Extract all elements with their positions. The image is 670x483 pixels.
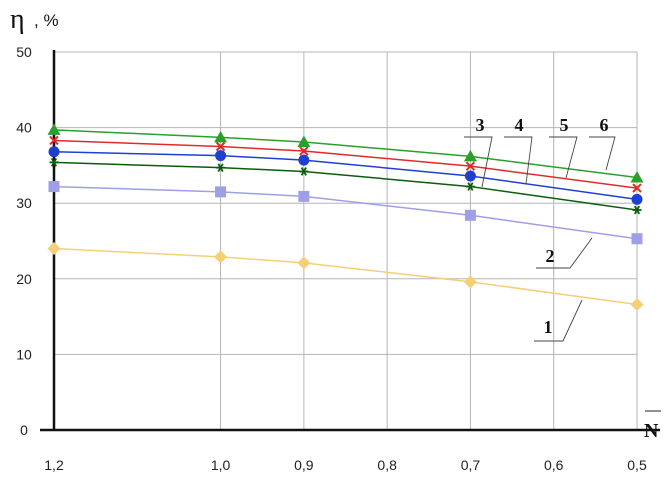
curve-label-5: 5 [560, 115, 569, 135]
curve-leader-6 [589, 136, 616, 171]
data-point-triangle [630, 170, 644, 183]
x-tick-label: 0,8 [377, 457, 397, 473]
grid [54, 51, 638, 430]
y-tick-label: 10 [16, 346, 32, 362]
curve-leader-4 [504, 136, 533, 185]
curve-leader-3 [464, 136, 493, 188]
data-point-circle [464, 170, 476, 182]
data-point-diamond [463, 275, 477, 289]
tick-labels: 0 10 20 30 40 50 1,2 1,0 0,9 0,8 0,7 0,6 0,5 [16, 44, 647, 473]
x-tick-label: 0,5 [627, 457, 647, 473]
data-point-diamond [47, 242, 61, 256]
data-point-triangle [47, 123, 61, 135]
data-point-circle [631, 193, 643, 205]
data-point-cross [49, 135, 59, 146]
cross-stroke [299, 146, 309, 156]
data-point-square [631, 233, 643, 245]
data-point-star [216, 163, 226, 173]
y-tick-label: 40 [16, 120, 32, 136]
curve-leader-1 [534, 299, 583, 342]
data-point-triangle [297, 135, 311, 147]
x-axis-title: N [644, 420, 659, 442]
data-point-square [464, 209, 476, 221]
star-stroke [467, 182, 474, 191]
curve-leader-5 [549, 136, 578, 179]
cross-stroke [465, 161, 476, 171]
cross-stroke [49, 135, 59, 146]
data-point-star [465, 182, 475, 191]
data-point-star [299, 167, 309, 176]
curve-label-2: 2 [546, 246, 555, 266]
y-axis-unit: , % [34, 11, 59, 30]
y-tick-label: 0 [20, 422, 28, 438]
data-point-star [49, 158, 59, 167]
curve-label-3: 3 [476, 115, 485, 135]
data-point-square [48, 181, 60, 193]
curve-label-1: 1 [544, 317, 553, 337]
curve-labels: 1 2 3 4 5 6 [464, 115, 616, 342]
data-point-cross [299, 146, 309, 156]
data-point-star [632, 205, 642, 215]
data-point-diamond [297, 256, 311, 270]
data-point-cross [465, 161, 476, 171]
series-line-2 [53, 185, 638, 240]
data-point-circle [48, 146, 60, 158]
data-point-diamond [214, 250, 228, 264]
curve-leader-2 [536, 237, 593, 269]
data-point-diamond [630, 298, 644, 312]
curve-label-6: 6 [600, 115, 609, 135]
x-tick-label: 0,7 [461, 457, 481, 473]
data-point-cross [215, 141, 226, 152]
series-markers [47, 123, 644, 312]
data-point-circle [298, 154, 310, 166]
x-tick-label: 0,9 [294, 457, 314, 473]
x-tick-label: 1,2 [44, 457, 64, 473]
x-tick-label: 0,6 [544, 457, 564, 473]
data-point-triangle [214, 130, 228, 143]
axes [40, 50, 660, 432]
star-stroke [217, 163, 224, 173]
y-axis-title: η [10, 4, 25, 35]
data-point-square [298, 190, 310, 202]
x-tick-label: 1,0 [211, 457, 231, 473]
cross-stroke [215, 141, 226, 152]
data-point-circle [215, 150, 227, 162]
data-point-square [215, 186, 227, 198]
star-stroke [633, 205, 641, 215]
y-tick-label: 30 [16, 195, 32, 211]
cross-stroke [632, 183, 642, 193]
y-tick-label: 20 [16, 271, 32, 287]
star-stroke [50, 158, 58, 167]
curve-label-4: 4 [515, 115, 524, 135]
data-point-cross [632, 183, 642, 193]
y-tick-label: 50 [16, 44, 32, 60]
star-stroke [300, 167, 307, 176]
data-point-triangle [463, 149, 477, 162]
